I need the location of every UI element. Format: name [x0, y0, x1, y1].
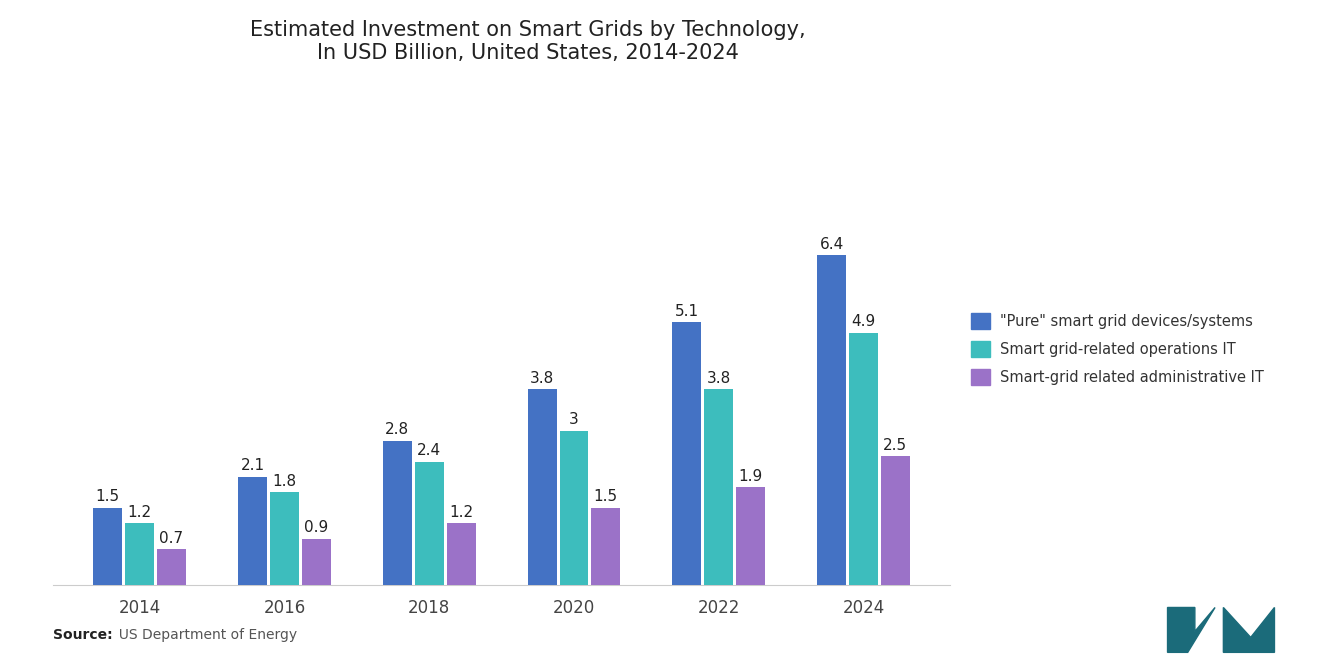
Text: 2.5: 2.5 [883, 438, 907, 453]
Bar [157, 549, 186, 585]
Text: 3.8: 3.8 [531, 371, 554, 386]
Text: Estimated Investment on Smart Grids by Technology,
In USD Billion, United States: Estimated Investment on Smart Grids by T… [251, 20, 805, 63]
Text: 3.8: 3.8 [706, 371, 731, 386]
Text: 5.1: 5.1 [675, 304, 700, 319]
Text: 2.1: 2.1 [240, 458, 264, 473]
Bar [737, 487, 766, 585]
Bar [383, 441, 412, 585]
Text: 1.2: 1.2 [449, 505, 473, 520]
Text: 2.4: 2.4 [417, 443, 441, 458]
Text: 0.9: 0.9 [304, 520, 329, 535]
Text: 4.9: 4.9 [851, 314, 875, 329]
Bar [817, 255, 846, 585]
Bar [672, 323, 701, 585]
Bar [591, 508, 620, 585]
Text: Source:: Source: [53, 628, 112, 642]
Bar [238, 477, 267, 585]
Text: 1.5: 1.5 [594, 489, 618, 504]
Bar [125, 523, 154, 585]
Polygon shape [1167, 608, 1214, 652]
Bar [446, 523, 475, 585]
Bar [528, 390, 557, 585]
Text: 1.2: 1.2 [128, 505, 152, 520]
Text: 3: 3 [569, 412, 579, 427]
Bar [560, 431, 589, 585]
Text: 6.4: 6.4 [820, 237, 843, 252]
Text: 1.9: 1.9 [738, 469, 763, 483]
Text: 1.5: 1.5 [96, 489, 120, 504]
Bar [271, 492, 298, 585]
Legend: "Pure" smart grid devices/systems, Smart grid-related operations IT, Smart-grid : "Pure" smart grid devices/systems, Smart… [972, 313, 1265, 385]
Bar [705, 390, 733, 585]
Text: 0.7: 0.7 [160, 531, 183, 545]
Bar [880, 456, 909, 585]
Bar [849, 332, 878, 585]
Bar [94, 508, 123, 585]
Text: 2.8: 2.8 [385, 422, 409, 438]
Bar [414, 462, 444, 585]
Bar [302, 539, 331, 585]
Text: 1.8: 1.8 [272, 474, 297, 489]
Text: US Department of Energy: US Department of Energy [110, 628, 297, 642]
Polygon shape [1224, 608, 1274, 652]
